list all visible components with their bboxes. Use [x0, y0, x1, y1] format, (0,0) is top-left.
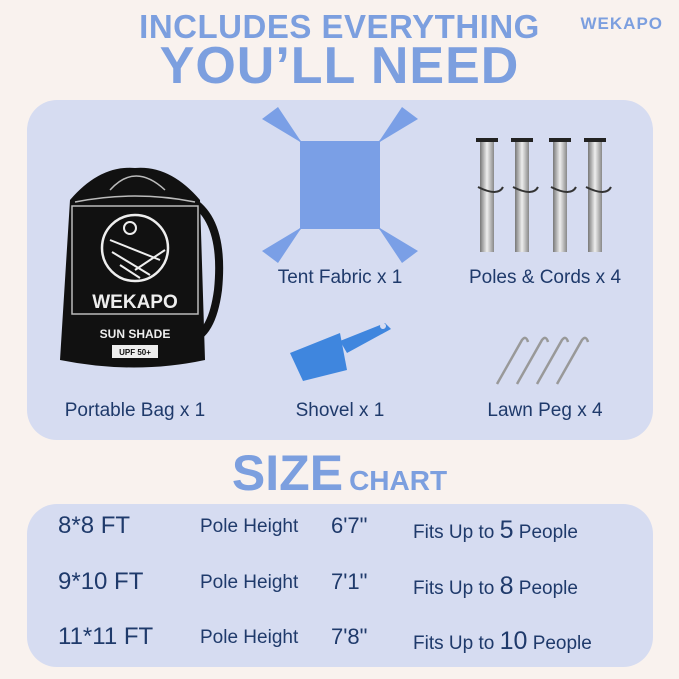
capacity: Fits Up to 8 People: [413, 572, 578, 601]
capacity-prefix: Fits Up to: [413, 578, 495, 599]
people-count: 10: [499, 627, 528, 655]
pole-height-label: Pole Height: [200, 572, 299, 593]
pole-height-value: 7'8": [331, 624, 368, 649]
bag-brand-text: WEKAPO: [92, 292, 178, 313]
size-chart-panel: [27, 504, 653, 667]
item-label-portable-bag: Portable Bag x 1: [64, 400, 206, 421]
headline-line1: INCLUDES EVERYTHING: [139, 8, 540, 45]
size-value: 8*8 FT: [58, 512, 131, 539]
people-count: 5: [499, 516, 514, 544]
pole-height-value: 7'1": [331, 569, 368, 594]
capacity-prefix: Fits Up to: [413, 522, 495, 543]
brand-logo: WEKAPO: [580, 14, 663, 33]
bag-badge-text: UPF 50+: [119, 348, 151, 357]
item-label-shovel: Shovel x 1: [295, 400, 385, 421]
bag-product-text: SUN SHADE: [100, 327, 171, 341]
people-count: 8: [499, 572, 514, 600]
size-value: 11*11 FT: [58, 623, 154, 650]
size-value: 9*10 FT: [58, 568, 144, 595]
capacity-prefix: Fits Up to: [413, 633, 495, 654]
pole-height-label: Pole Height: [200, 516, 299, 537]
item-label-tent-fabric: Tent Fabric x 1: [277, 267, 403, 288]
capacity: Fits Up to 5 People: [413, 516, 578, 545]
shovel-image: [290, 323, 391, 381]
size-title-small: CHART: [349, 465, 448, 496]
size-chart-title: SIZE CHART: [0, 444, 679, 502]
capacity-suffix: People: [518, 522, 578, 543]
item-label-lawn-peg: Lawn Peg x 4: [487, 400, 603, 421]
tent-fabric-image: [262, 107, 418, 263]
lawn-peg-image: [495, 336, 590, 385]
headline-line2: YOU’LL NEED: [159, 37, 520, 95]
portable-bag-image: WEKAPO SUN SHADE UPF 50+: [60, 167, 224, 368]
size-title-big: SIZE: [231, 445, 344, 501]
pole-height-label: Pole Height: [200, 627, 299, 648]
capacity: Fits Up to 10 People: [413, 627, 592, 656]
capacity-suffix: People: [518, 578, 578, 599]
pole-height-value: 6'7": [331, 513, 368, 538]
capacity-suffix: People: [532, 633, 592, 654]
poles-cords-image: [476, 138, 612, 252]
item-label-poles: Poles & Cords x 4: [468, 267, 622, 288]
